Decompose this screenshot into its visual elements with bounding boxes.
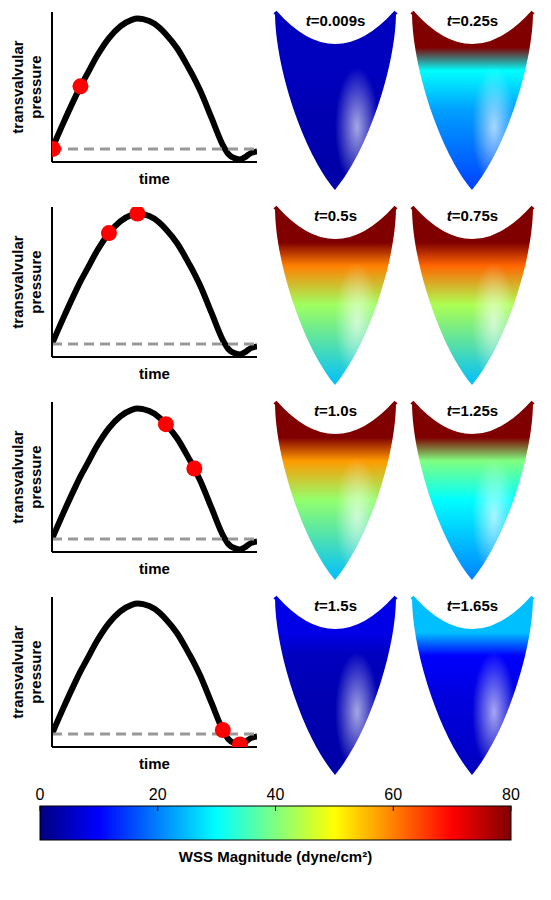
svg-text:pressure: pressure	[27, 250, 44, 313]
svg-text:40: 40	[267, 786, 285, 803]
svg-text:80: 80	[502, 786, 520, 803]
svg-text:pressure: pressure	[27, 640, 44, 703]
svg-text:pressure: pressure	[27, 55, 44, 118]
svg-text:60: 60	[384, 786, 402, 803]
svg-text:0: 0	[36, 786, 45, 803]
svg-text:transvalvular: transvalvular	[9, 625, 26, 719]
svg-text:t=1.25s: t=1.25s	[447, 402, 498, 419]
svg-text:t=1.0s: t=1.0s	[314, 402, 357, 419]
svg-text:transvalvular: transvalvular	[9, 40, 26, 134]
svg-text:time: time	[139, 170, 170, 187]
svg-text:time: time	[139, 365, 170, 382]
svg-text:t=0.25s: t=0.25s	[447, 12, 498, 29]
svg-text:t=0.5s: t=0.5s	[314, 207, 357, 224]
svg-text:t=1.65s: t=1.65s	[447, 597, 498, 614]
svg-text:20: 20	[149, 786, 167, 803]
svg-text:t=1.5s: t=1.5s	[314, 597, 357, 614]
svg-text:transvalvular: transvalvular	[9, 430, 26, 524]
svg-text:WSS Magnitude (dyne/cm²): WSS Magnitude (dyne/cm²)	[179, 848, 372, 865]
svg-text:t=0.75s: t=0.75s	[447, 207, 498, 224]
svg-text:t=0.009s: t=0.009s	[306, 12, 366, 29]
svg-text:time: time	[139, 755, 170, 772]
svg-text:transvalvular: transvalvular	[9, 235, 26, 329]
svg-text:pressure: pressure	[27, 445, 44, 508]
svg-text:time: time	[139, 560, 170, 577]
